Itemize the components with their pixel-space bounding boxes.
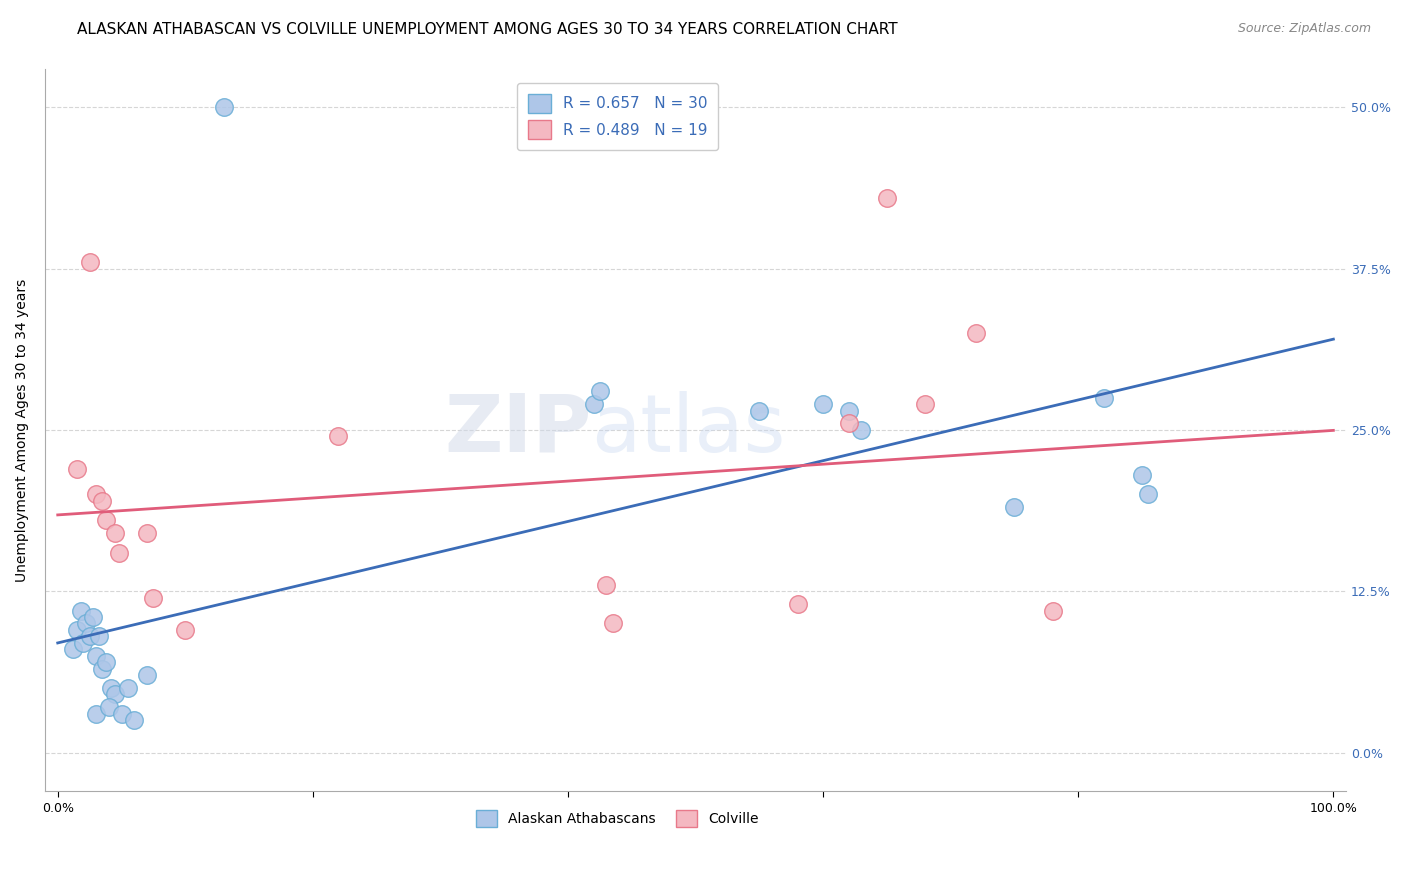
Point (82, 610, 104, 624)
Text: ZIP: ZIP (444, 391, 592, 469)
Point (1137, 487, 1160, 501)
Point (104, 688, 127, 702)
Point (1042, 604, 1064, 618)
Point (96, 655, 118, 669)
Point (91, 494, 114, 508)
Point (1004, 500, 1026, 515)
Point (66, 623, 89, 637)
Point (582, 397, 605, 411)
Point (104, 526, 127, 541)
Point (212, 100, 235, 114)
Point (79, 629, 101, 643)
Point (602, 616, 624, 631)
Point (72, 636, 94, 650)
Point (69, 604, 91, 618)
Legend: Alaskan Athabascans, Colville: Alaskan Athabascans, Colville (468, 801, 768, 835)
Point (100, 681, 122, 695)
Point (838, 403, 860, 417)
Point (136, 526, 159, 541)
Point (79, 255, 101, 269)
Point (142, 591, 165, 605)
Point (851, 423, 873, 437)
Point (589, 384, 612, 399)
Point (914, 397, 936, 411)
Point (965, 326, 987, 340)
Point (84, 648, 107, 663)
Point (1130, 468, 1153, 483)
Point (811, 397, 834, 411)
Point (108, 545, 131, 559)
Point (62, 642, 84, 657)
Point (97, 700, 120, 714)
Text: atlas: atlas (592, 391, 786, 469)
Point (87, 629, 110, 643)
Point (876, 191, 898, 205)
Point (84, 487, 107, 501)
Point (595, 578, 617, 592)
Point (96, 513, 118, 527)
Point (328, 429, 350, 443)
Point (91, 662, 114, 676)
Text: ALASKAN ATHABASCAN VS COLVILLE UNEMPLOYMENT AMONG AGES 30 TO 34 YEARS CORRELATIO: ALASKAN ATHABASCAN VS COLVILLE UNEMPLOYM… (77, 22, 898, 37)
Point (786, 597, 808, 611)
Point (117, 681, 139, 695)
Point (110, 706, 132, 721)
Point (136, 668, 159, 682)
Text: Source: ZipAtlas.com: Source: ZipAtlas.com (1237, 22, 1371, 36)
Point (838, 417, 860, 431)
Point (66, 461, 89, 475)
Point (174, 623, 197, 637)
Point (748, 403, 770, 417)
Y-axis label: Unemployment Among Ages 30 to 34 years: Unemployment Among Ages 30 to 34 years (15, 278, 30, 582)
Point (84, 706, 107, 721)
Point (1092, 391, 1115, 405)
Point (122, 713, 145, 727)
Point (75, 616, 97, 631)
